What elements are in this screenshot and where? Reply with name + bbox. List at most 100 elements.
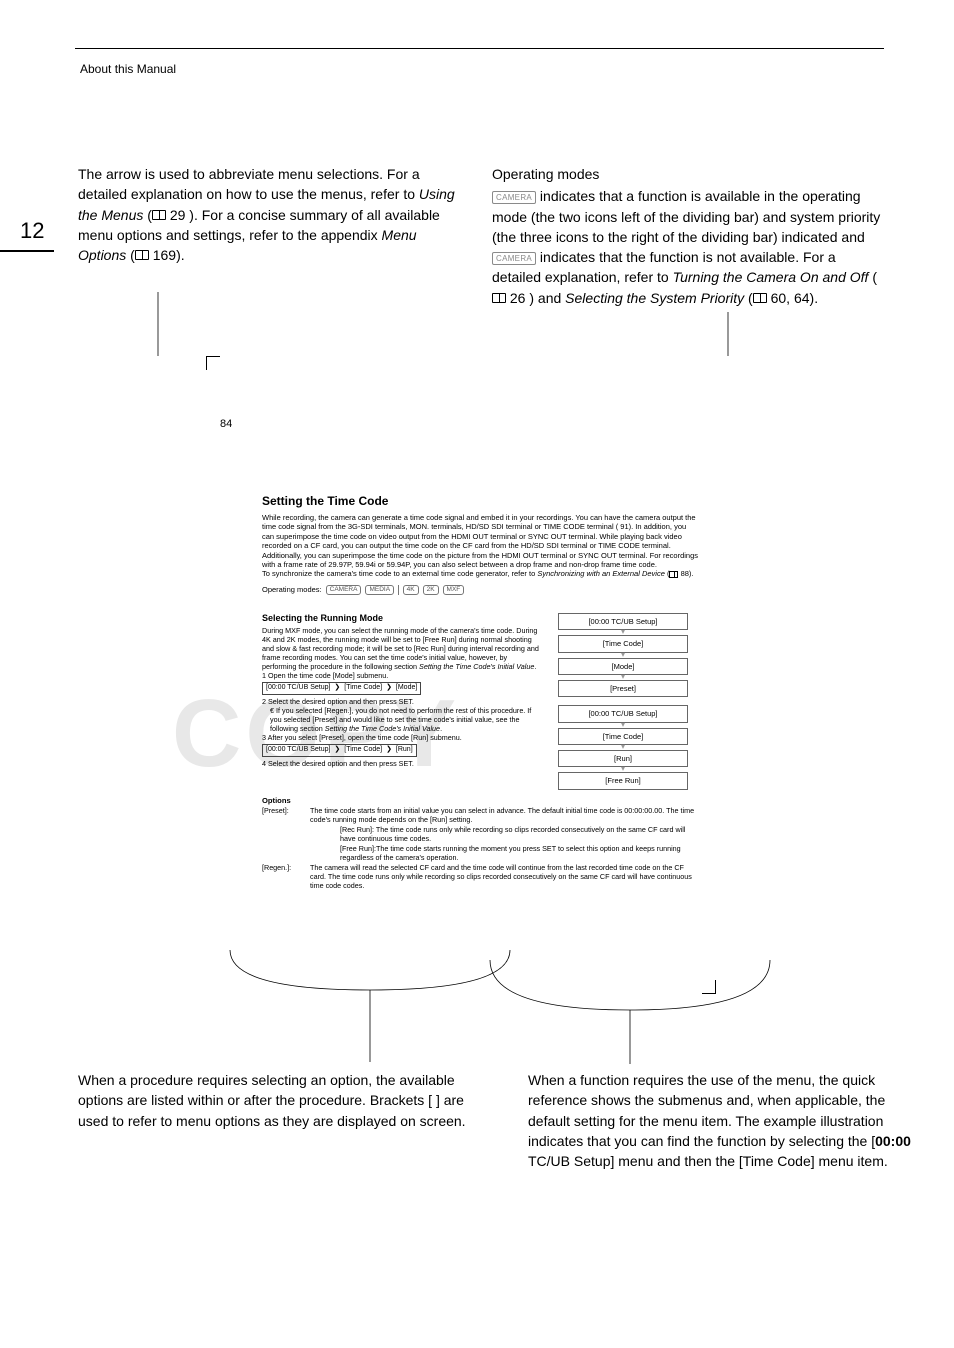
step2: 2 Select the desired option and then pre… <box>262 697 542 706</box>
intro-right-ref2: 60, 64 <box>771 290 810 306</box>
book-icon <box>135 250 149 260</box>
intro-left-text: The arrow is used to abbreviate menu sel… <box>78 166 420 202</box>
mode-2k: 2K <box>423 585 439 595</box>
step1-box: [00:00 TC/UB Setup] ❯ [Time Code] ❯ [Mod… <box>262 682 421 695</box>
intro-right-link1: Turning the Camera On and Off <box>673 269 869 285</box>
sample-left: Selecting the Running Mode During MXF mo… <box>262 613 542 790</box>
page-number: 12 <box>20 218 44 244</box>
opt-label-0: [Preset]: <box>262 806 304 824</box>
intro-left: The arrow is used to abbreviate menu sel… <box>78 164 468 308</box>
arrow-icon: ❯ <box>334 684 340 693</box>
bottom-right: When a function requires the use of the … <box>528 1070 918 1171</box>
menu-stack-1: [00:00 TC/UB Setup] ▾ [Time Code] ▾ [Mod… <box>558 613 688 698</box>
ms2-1t: [Time Code] <box>603 732 644 741</box>
mode-separator <box>398 585 399 595</box>
corner-tl <box>206 356 220 370</box>
ms2-3t: [Free Run] <box>605 776 640 785</box>
opt-text-2: [Free Run]:The time code starts running … <box>310 844 698 862</box>
book-icon <box>669 571 678 578</box>
step2-note-link: Setting the Time Code's Initial Value <box>325 724 440 733</box>
opt-row-1: [Rec Run]: The time code runs only while… <box>262 825 698 843</box>
opt-row-0: [Preset]: The time code starts from an i… <box>262 806 698 824</box>
sample-body: While recording, the camera can generate… <box>262 513 698 579</box>
ms1-0t: [00:00 TC/UB Setup] <box>588 617 657 626</box>
opt-label-2 <box>262 844 304 862</box>
bp1: [Time Code] <box>344 684 382 691</box>
book-icon <box>753 293 767 303</box>
sample-body-sync-link: Synchronizing with an External Device <box>537 569 665 578</box>
intro-right-heading: Operating modes <box>492 164 882 184</box>
top-rule <box>75 48 884 49</box>
ms2-0t: [00:00 TC/UB Setup] <box>588 709 657 718</box>
op-modes-label: Operating modes: <box>262 585 322 594</box>
ms1-1t: [Time Code] <box>603 639 644 648</box>
running-mode-heading: Selecting the Running Mode <box>262 613 542 624</box>
bottom-left: When a procedure requires selecting an o… <box>78 1070 468 1171</box>
intro-right: Operating modes CAMERA indicates that a … <box>492 164 882 308</box>
sample-page-num: 84 <box>220 418 232 432</box>
ms1-3: [Preset] <box>558 680 688 697</box>
running-mode-para-link: Setting the Time Code's Initial Value <box>419 662 534 671</box>
ms1-3t: [Preset] <box>610 684 636 693</box>
step4: 4 Select the desired option and then pre… <box>262 759 542 768</box>
opt-text-3: The camera will read the selected CF car… <box>310 863 698 890</box>
bottom-right-bold: 00:00 <box>875 1133 911 1149</box>
intro-columns: The arrow is used to abbreviate menu sel… <box>78 164 884 308</box>
paren: ( <box>872 269 877 285</box>
sample-columns: Selecting the Running Mode During MXF mo… <box>262 613 698 790</box>
book-icon <box>152 210 166 220</box>
arrow-icon: ❯ <box>386 746 392 755</box>
sample-title: Setting the Time Code <box>262 494 698 509</box>
callout-left-top <box>156 292 216 362</box>
close2: ). <box>810 290 819 306</box>
bp0: [00:00 TC/UB Setup] <box>266 684 330 691</box>
menu-stack-2: [00:00 TC/UB Setup] ▾ [Time Code] ▾ [Run… <box>558 705 688 790</box>
opt-label-3: [Regen.]: <box>262 863 304 890</box>
camera-badge: CAMERA <box>492 191 536 205</box>
step1: 1 Open the time code [Mode] submenu. <box>262 671 542 680</box>
manual-page: About this Manual 12 The arrow is used t… <box>0 0 954 1348</box>
bottom-columns: When a procedure requires selecting an o… <box>78 1070 922 1171</box>
header-title: About this Manual <box>80 62 176 76</box>
corner-br <box>702 980 716 994</box>
sample-body-sync: To synchronize the camera's time code to… <box>262 569 537 578</box>
intro-left-ref1: 29 <box>170 207 186 223</box>
options-heading: Options <box>262 796 698 805</box>
arrow-icon: ❯ <box>386 684 392 693</box>
camera-badge-off: CAMERA <box>492 252 536 266</box>
mode-4k: 4K <box>403 585 419 595</box>
bp2: [Mode] <box>396 684 417 691</box>
close3: ). <box>689 569 694 578</box>
opt-row-2: [Free Run]:The time code starts running … <box>262 844 698 862</box>
brace-bottom-right <box>460 960 800 1060</box>
intro-right-text1: indicates that a function is available i… <box>492 188 880 245</box>
running-mode-para: During MXF mode, you can select the runn… <box>262 626 542 671</box>
mode-media: MEDIA <box>365 585 394 595</box>
ms2-3: [Free Run] <box>558 772 688 789</box>
ms1-2t: [Mode] <box>612 662 635 671</box>
mode-camera: CAMERA <box>326 585 362 595</box>
mode-mxf: MXF <box>443 585 465 595</box>
intro-right-link2: Selecting the System Priority <box>565 290 744 306</box>
bottom-right-prefix: When a function requires the use of the … <box>528 1072 885 1149</box>
callout-right-top <box>726 312 786 362</box>
step3: 3 After you select [Preset], open the ti… <box>262 733 542 742</box>
book-icon <box>492 293 506 303</box>
opt-label-1 <box>262 825 304 843</box>
sample-body-sync-ref: 88 <box>681 569 689 578</box>
opt-text-1: [Rec Run]: The time code runs only while… <box>310 825 698 843</box>
step2-note: € If you selected [Regen.], you do not n… <box>262 706 542 733</box>
intro-right-mid: ) and <box>529 290 565 306</box>
options-block: Options [Preset]: The time code starts f… <box>262 796 698 890</box>
step3-box: [00:00 TC/UB Setup] ❯ [Time Code] ❯ [Run… <box>262 744 417 757</box>
bottom-right-suffix: TC/UB Setup] menu and then the [Time Cod… <box>528 1153 888 1169</box>
page-number-rule <box>0 250 54 252</box>
op-modes-row: Operating modes: CAMERA MEDIA 4K 2K MXF <box>262 585 698 595</box>
intro-left-ref2: 169 <box>153 247 176 263</box>
intro-right-ref1: 26 <box>510 290 526 306</box>
opt-text-0: The time code starts from an initial val… <box>310 806 698 824</box>
close: ). <box>176 247 185 263</box>
bp3-2: [Run] <box>396 746 413 753</box>
bp3-1: [Time Code] <box>344 746 382 753</box>
opt-row-3: [Regen.]: The camera will read the selec… <box>262 863 698 890</box>
